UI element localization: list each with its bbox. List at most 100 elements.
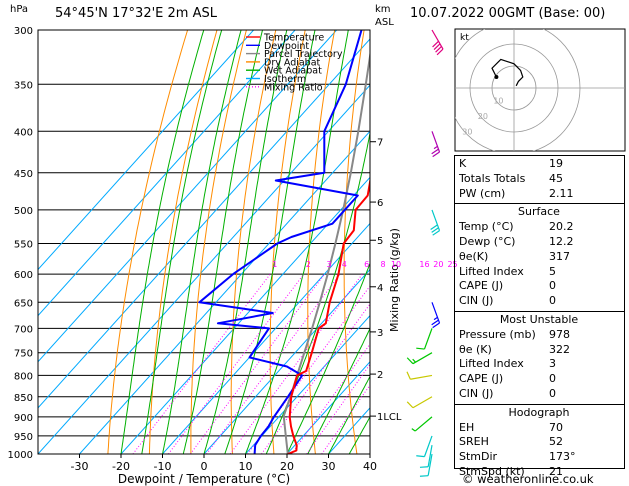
isotherm--80 xyxy=(38,30,254,271)
index-value: 5 xyxy=(549,264,556,278)
index-label: CAPE (J) xyxy=(459,372,504,386)
wind-barb-flag xyxy=(432,322,440,329)
legend-label-2: Parcel Trajectory xyxy=(264,49,343,60)
x-tick-label-0: 0 xyxy=(201,460,208,473)
wind-barb xyxy=(431,29,444,56)
wind-barb-staff xyxy=(412,396,433,409)
pressure-tick-900: 900 xyxy=(14,413,33,424)
km-tick-label-2: 2 xyxy=(377,370,383,381)
surface-header: Surface xyxy=(518,205,560,219)
isotherm--20 xyxy=(120,176,370,454)
index-value: 2.11 xyxy=(549,186,574,200)
index-label: θe(K) xyxy=(459,249,489,263)
legend-label-1: Dewpoint xyxy=(264,41,309,52)
wind-barb-flag xyxy=(430,224,438,231)
wind-barb-staff xyxy=(431,131,441,153)
wind-barb-flag xyxy=(406,401,414,409)
index-value: 20.2 xyxy=(549,220,574,234)
x-axis-title: Dewpoint / Temperature (°C) xyxy=(118,472,290,486)
index-row: Dewp (°C) 12.2 xyxy=(454,234,624,249)
index-row: EH 70 xyxy=(454,420,624,435)
wind-barb-staff xyxy=(414,416,433,432)
wind-barb-flag xyxy=(416,455,425,458)
wind-barb-half xyxy=(412,358,416,363)
index-row: θe (K) 322 xyxy=(454,342,624,357)
index-row: Temp (°C) 20.2 xyxy=(454,219,624,234)
pressure-tick-950: 950 xyxy=(14,432,33,443)
wind-barb xyxy=(431,302,441,329)
wet-adiabat-30 xyxy=(328,375,370,454)
index-row: StmSpd (kt) 21 xyxy=(454,464,624,479)
wind-barb-staff xyxy=(431,209,441,231)
mixing-ratio-label-4: 4 xyxy=(342,260,347,269)
wind-barb xyxy=(406,352,433,365)
wind-barb xyxy=(411,416,433,432)
mixing-ratio-axis-title: Mixing Ratio (g/kg) xyxy=(388,228,401,332)
wind-barb xyxy=(406,371,433,380)
index-value: 317 xyxy=(549,249,570,263)
x-tick-label--30: -30 xyxy=(71,460,89,473)
index-label: Temp (°C) xyxy=(459,220,514,234)
datetime-title: 10.07.2022 00GMT (Base: 00) xyxy=(410,6,606,21)
index-label: SREH xyxy=(459,435,489,449)
index-row: CIN (J) 0 xyxy=(454,386,624,401)
index-label: Pressure (mb) xyxy=(459,327,536,341)
isotherm-10 xyxy=(245,314,370,454)
wind-barb xyxy=(406,396,433,409)
dry-adiabat-260 xyxy=(148,30,218,454)
wind-barb-flag xyxy=(416,347,425,350)
location-title: 54°45'N 17°32'E 2m ASL xyxy=(55,6,217,21)
index-row: StmDir 173° xyxy=(454,449,624,464)
hodograph-ring-label-10: 10 xyxy=(493,97,503,106)
wind-barb-flag xyxy=(431,227,439,233)
wind-barb-flag xyxy=(435,46,442,53)
hodograph-storm-marker xyxy=(494,75,499,79)
pressure-tick-550: 550 xyxy=(14,239,33,250)
wind-barb-staff xyxy=(431,29,444,50)
wind-barb-flag xyxy=(419,466,429,468)
index-value: 12.2 xyxy=(549,235,574,248)
wet-adiabat--5 xyxy=(182,30,263,454)
x-tick-label-40: 40 xyxy=(363,460,377,473)
index-label: θe (K) xyxy=(459,342,492,356)
pressure-tick-450: 450 xyxy=(14,169,33,180)
index-label: K xyxy=(459,157,467,170)
km-tick-label-1LCL: 1LCL xyxy=(377,412,402,423)
index-label: Lifted Index xyxy=(459,264,524,278)
index-value: 19 xyxy=(549,157,563,170)
wind-barb-staff xyxy=(423,328,433,350)
isotherm--70 xyxy=(38,30,296,317)
hodograph-ring-label-20: 20 xyxy=(478,112,488,121)
hodograph-unit-label: kt xyxy=(460,33,469,43)
wet-adiabat--20 xyxy=(120,30,205,454)
indices-panel: K 19 Totals Totals 45 PW (cm) 2.11 Surface Temp… xyxy=(454,155,625,478)
pressure-tick-400: 400 xyxy=(14,127,33,138)
legend-label-5: Isotherm xyxy=(264,74,306,85)
index-row: CAPE (J) 0 xyxy=(454,278,624,293)
pressure-tick-650: 650 xyxy=(14,298,33,309)
wind-barb-flag xyxy=(432,230,440,236)
isotherm-0 xyxy=(203,268,370,454)
index-row: SREH 52 xyxy=(454,434,624,449)
index-row: Totals Totals 45 xyxy=(454,171,624,186)
index-value: 0 xyxy=(549,279,556,293)
wet-adiabat-10 xyxy=(245,30,349,454)
wet-adiabat-0 xyxy=(203,30,288,454)
index-value: 3 xyxy=(549,357,556,371)
index-value: 978 xyxy=(549,327,570,341)
wind-barb-half xyxy=(433,145,438,150)
index-value: 0 xyxy=(549,372,556,386)
index-value: 45 xyxy=(549,171,563,185)
wind-barb-flag xyxy=(432,151,440,158)
wind-barb xyxy=(419,453,433,477)
wind-barb-flag xyxy=(419,475,429,477)
dry-adiabat-270 xyxy=(190,30,247,454)
mixing-ratio-4 xyxy=(206,273,341,454)
wind-barb-flag xyxy=(406,371,411,380)
km-tick-label-5: 5 xyxy=(377,236,383,247)
isotherm--10 xyxy=(162,222,370,454)
pressure-tick-1000: 1000 xyxy=(8,450,33,461)
index-row: K 19 xyxy=(454,156,624,171)
index-value: 70 xyxy=(549,420,563,434)
